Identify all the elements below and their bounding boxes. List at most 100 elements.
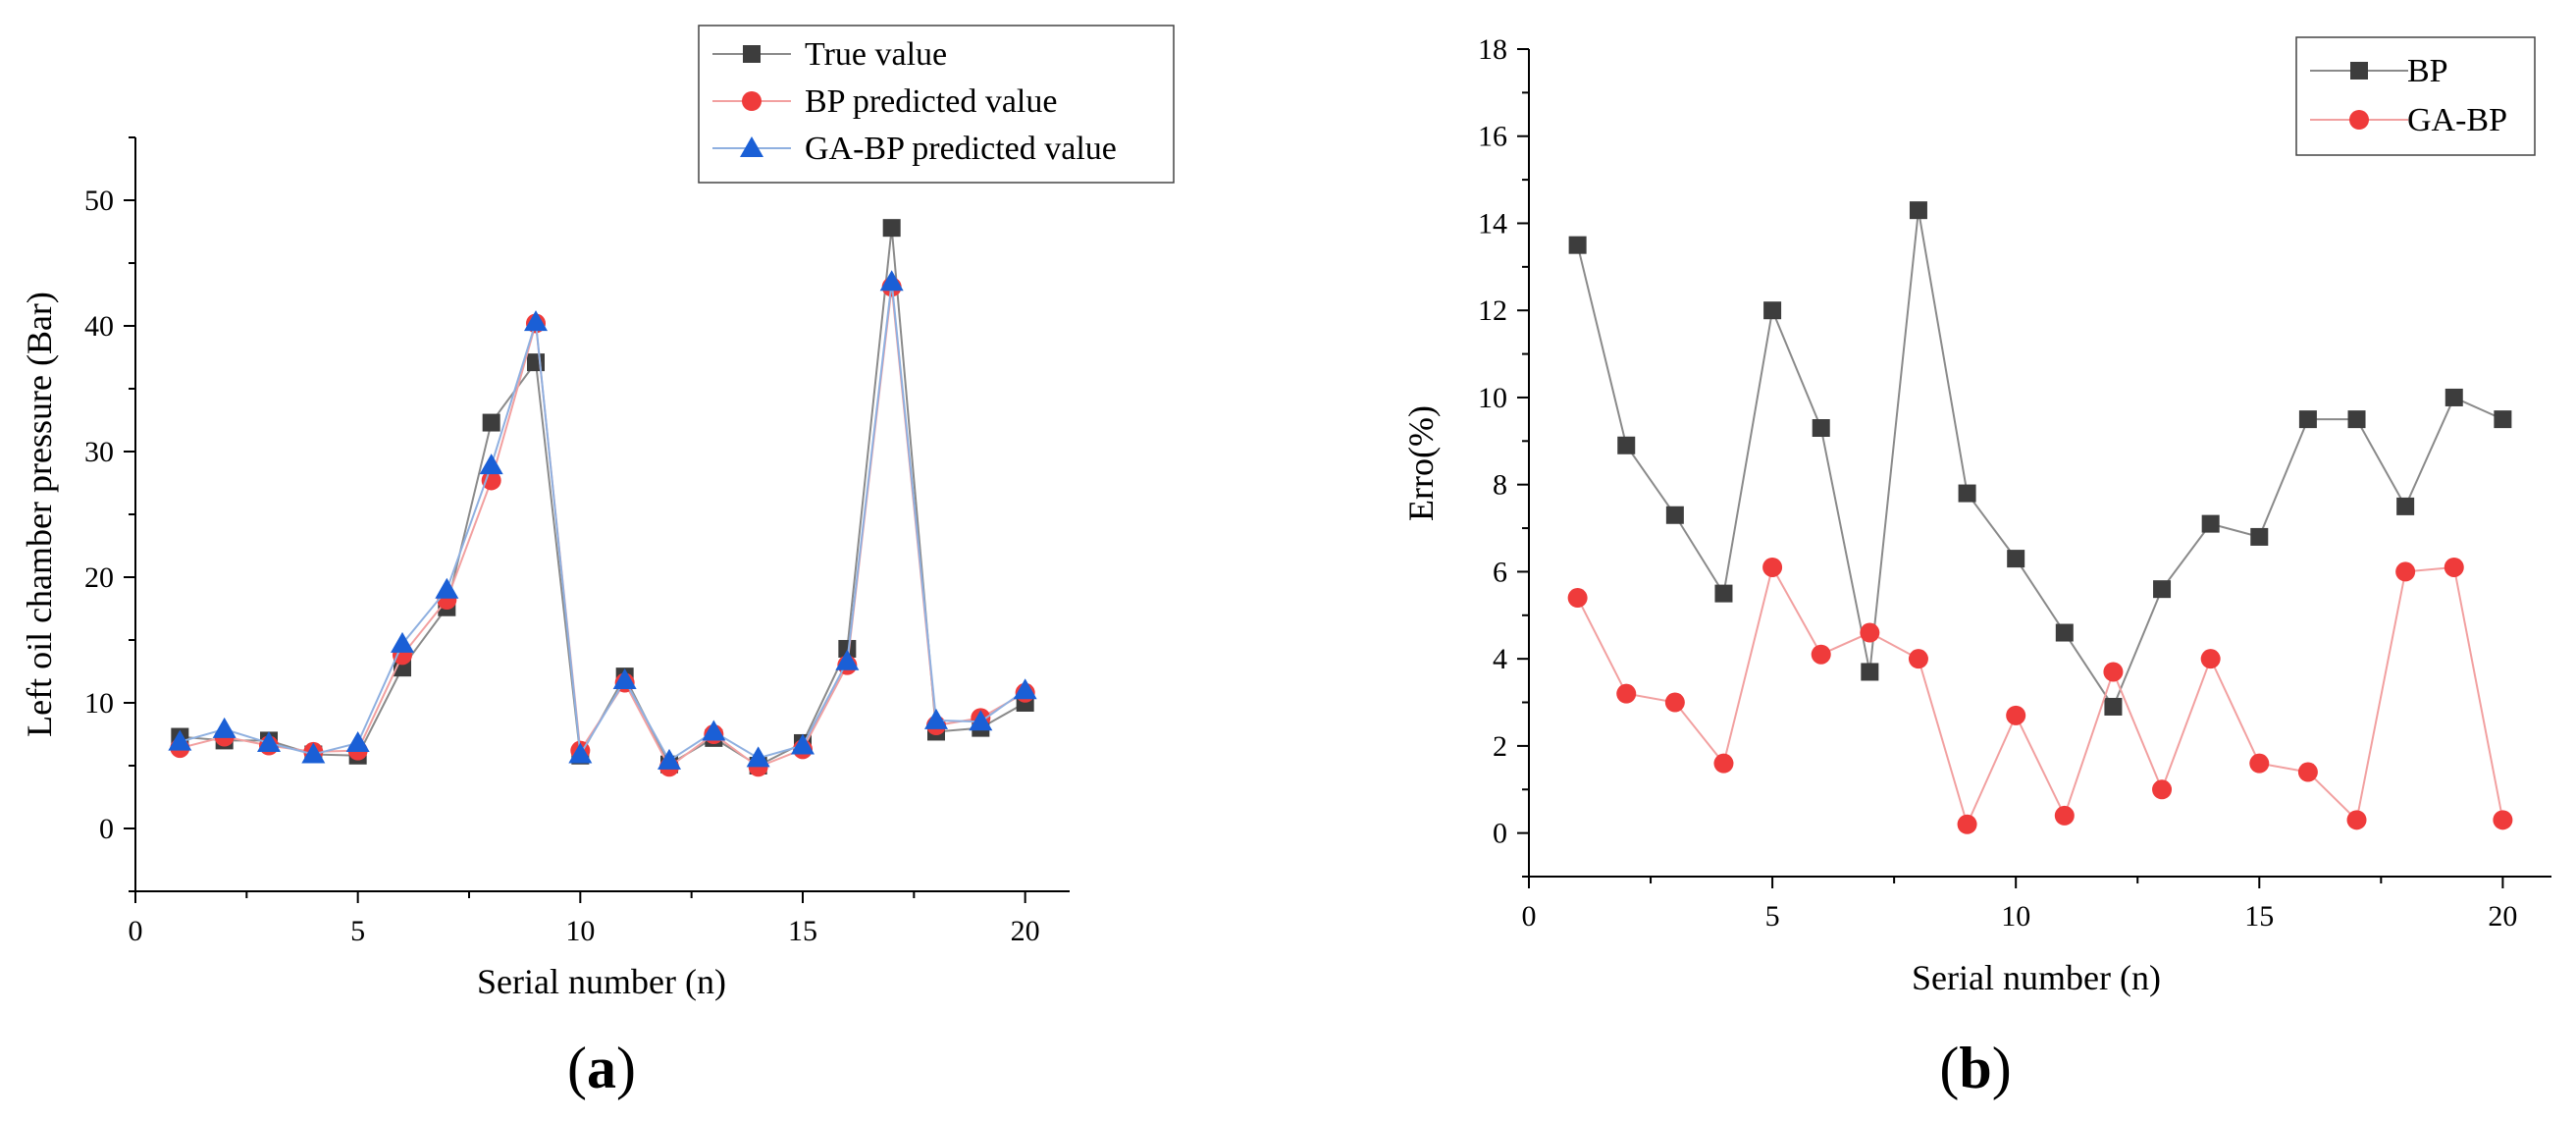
data-point bbox=[2007, 550, 2025, 568]
x-tick-label: 15 bbox=[788, 915, 817, 947]
data-point bbox=[879, 270, 904, 292]
data-point bbox=[2444, 557, 2464, 577]
y-tick-label: 4 bbox=[1493, 643, 1507, 675]
data-point bbox=[435, 577, 459, 599]
data-point bbox=[1860, 622, 1880, 643]
legend: True value BP predicted value GA-BP predic… bbox=[698, 25, 1175, 184]
legend-box bbox=[2295, 36, 2536, 156]
data-point bbox=[924, 708, 948, 729]
legend-marker bbox=[2350, 62, 2368, 80]
data-point bbox=[2054, 805, 2075, 826]
legend-entry: BP bbox=[2407, 53, 2448, 89]
data-point bbox=[527, 353, 545, 372]
data-point bbox=[1617, 436, 1636, 454]
legend-entry: BP predicted value bbox=[805, 83, 1057, 120]
data-point bbox=[657, 748, 681, 770]
data-point bbox=[791, 733, 815, 755]
series-0 bbox=[1568, 201, 2512, 716]
y-tick-label: 40 bbox=[84, 310, 114, 343]
x-tick-label: 20 bbox=[1011, 915, 1040, 947]
legend-entry: GA-BP predicted value bbox=[805, 131, 1117, 167]
data-point bbox=[1762, 557, 1783, 577]
data-point bbox=[969, 710, 993, 731]
data-point bbox=[2346, 810, 2367, 830]
data-point bbox=[168, 729, 192, 751]
data-point bbox=[612, 667, 637, 689]
data-point bbox=[1567, 588, 1588, 609]
x-tick-label: 0 bbox=[129, 915, 143, 947]
y-tick-label: 0 bbox=[99, 813, 114, 845]
series-line bbox=[180, 282, 1026, 763]
x-tick-label: 5 bbox=[1765, 900, 1780, 933]
y-tick-label: 10 bbox=[84, 687, 114, 720]
y-tick-label: 16 bbox=[1478, 121, 1507, 153]
data-point bbox=[301, 742, 326, 764]
data-point bbox=[345, 730, 370, 752]
data-point bbox=[1811, 644, 1831, 665]
data-point bbox=[1568, 236, 1587, 254]
x-tick-label: 10 bbox=[565, 915, 595, 947]
data-point bbox=[481, 470, 501, 491]
series-1 bbox=[170, 277, 1035, 777]
data-point bbox=[1763, 301, 1782, 320]
data-point bbox=[1908, 649, 1928, 669]
data-point bbox=[1861, 663, 1879, 681]
series-2 bbox=[168, 270, 1037, 770]
x-tick-label: 20 bbox=[2488, 900, 2517, 933]
series-line bbox=[1576, 209, 2503, 710]
data-point bbox=[1957, 814, 1977, 834]
y-axis-title: Erro(%) bbox=[1401, 405, 1441, 521]
data-point bbox=[1616, 683, 1637, 704]
data-point bbox=[835, 649, 860, 670]
x-tick-label: 5 bbox=[350, 915, 365, 947]
legend-entry: GA-BP bbox=[2407, 102, 2507, 138]
data-point bbox=[479, 454, 503, 475]
data-point bbox=[2494, 410, 2512, 429]
x-tick-label: 10 bbox=[2001, 900, 2030, 933]
data-point bbox=[2055, 623, 2074, 642]
x-axis-title: Serial number (n) bbox=[477, 962, 726, 1001]
data-point bbox=[257, 730, 281, 752]
data-point bbox=[2103, 662, 2124, 682]
data-point bbox=[2006, 705, 2026, 725]
data-point bbox=[2153, 580, 2172, 599]
data-point bbox=[2201, 514, 2220, 533]
y-tick-label: 10 bbox=[1478, 382, 1507, 414]
data-point bbox=[2249, 753, 2270, 774]
data-point bbox=[2445, 388, 2463, 406]
panel-label: (a) bbox=[567, 1036, 636, 1100]
data-point bbox=[2104, 697, 2123, 716]
y-axis-title: Left oil chamber pressure (Bar) bbox=[20, 292, 59, 737]
chart-panel-b: 0 5 10 15 20 0 2 4 6 8 10 12 14 16 18 Serial number (n)… bbox=[1401, 33, 2551, 1100]
data-point bbox=[524, 310, 548, 332]
y-tick-label: 2 bbox=[1493, 730, 1507, 763]
data-point bbox=[2396, 497, 2415, 515]
data-point bbox=[2395, 561, 2416, 582]
data-point bbox=[1713, 753, 1734, 774]
y-tick-label: 12 bbox=[1478, 294, 1507, 327]
data-point bbox=[1909, 201, 1927, 220]
data-point bbox=[1664, 692, 1685, 713]
legend-marker bbox=[2349, 110, 2369, 130]
series-line bbox=[180, 287, 1026, 769]
data-point bbox=[2250, 527, 2269, 546]
y-tick-label: 18 bbox=[1478, 33, 1507, 66]
legend-marker bbox=[740, 136, 763, 157]
panel-label: (b) bbox=[1939, 1036, 2011, 1100]
y-tick-label: 6 bbox=[1493, 556, 1507, 588]
series-line bbox=[1576, 564, 2504, 827]
data-point bbox=[2493, 810, 2513, 830]
y-tick-label: 30 bbox=[84, 436, 114, 468]
legend: BP GA-BP bbox=[2295, 36, 2536, 156]
series-0 bbox=[171, 219, 1034, 774]
data-point bbox=[1812, 419, 1830, 438]
series-1 bbox=[1567, 557, 2513, 834]
y-tick-label: 8 bbox=[1493, 469, 1507, 502]
legend-marker bbox=[743, 45, 761, 63]
data-point bbox=[1714, 584, 1733, 603]
legend-entry: True value bbox=[805, 36, 947, 73]
x-tick-label: 15 bbox=[2244, 900, 2274, 933]
data-point bbox=[838, 639, 857, 658]
data-point bbox=[2152, 779, 2173, 800]
data-point bbox=[568, 742, 593, 764]
